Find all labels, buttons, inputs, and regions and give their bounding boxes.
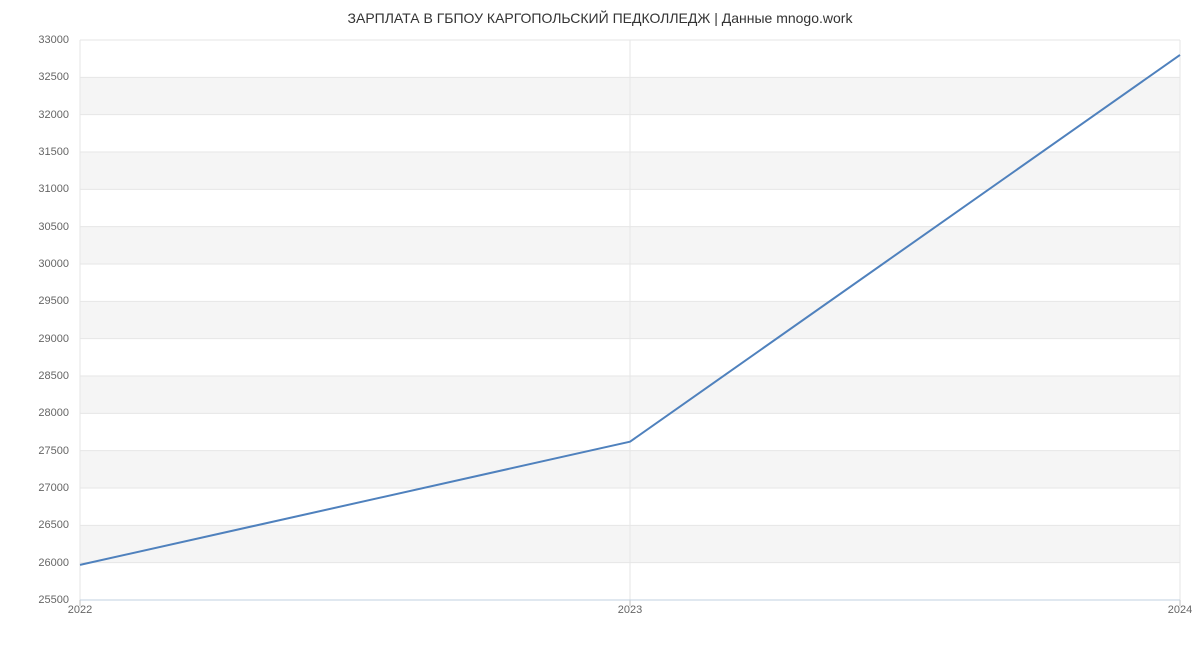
y-tick-label: 27500 (38, 445, 69, 457)
y-tick-label: 26000 (38, 557, 69, 569)
y-tick-label: 25500 (38, 594, 69, 606)
y-tick-label: 30500 (38, 221, 69, 233)
y-tick-label: 32000 (38, 109, 69, 121)
x-tick-label: 2022 (68, 604, 92, 616)
y-tick-label: 29000 (38, 333, 69, 345)
y-tick-label: 30000 (38, 258, 69, 270)
plot-area (80, 40, 1180, 600)
y-tick-label: 31000 (38, 183, 69, 195)
x-tick-label: 2023 (618, 604, 642, 616)
y-tick-label: 31500 (38, 146, 69, 158)
x-tick-label: 2024 (1168, 604, 1192, 616)
y-tick-label: 33000 (38, 34, 69, 46)
y-tick-label: 27000 (38, 482, 69, 494)
plot-svg (80, 40, 1180, 600)
x-axis: 202220232024 (80, 604, 1180, 624)
y-axis: 2550026000265002700027500280002850029000… (0, 40, 75, 600)
y-tick-label: 29500 (38, 295, 69, 307)
chart-title: ЗАРПЛАТА В ГБПОУ КАРГОПОЛЬСКИЙ ПЕДКОЛЛЕД… (0, 10, 1200, 26)
chart-container: ЗАРПЛАТА В ГБПОУ КАРГОПОЛЬСКИЙ ПЕДКОЛЛЕД… (0, 0, 1200, 650)
y-tick-label: 28000 (38, 407, 69, 419)
y-tick-label: 28500 (38, 370, 69, 382)
y-tick-label: 32500 (38, 71, 69, 83)
y-tick-label: 26500 (38, 519, 69, 531)
